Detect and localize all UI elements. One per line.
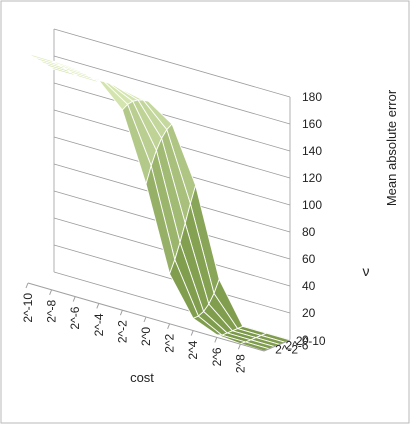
surface-mesh <box>27 53 292 352</box>
x-tick-mark <box>119 310 123 316</box>
y-tick-label: 2^-6 <box>286 338 309 352</box>
z-tick-label: 40 <box>302 279 316 293</box>
x-tick-label: 2^6 <box>210 347 224 366</box>
x-tick-mark <box>96 303 100 309</box>
z-tick-label: 140 <box>302 144 322 158</box>
y-axis-ticks: 2^-102^-62^-2 <box>275 334 326 357</box>
x-tick-mark <box>237 344 241 350</box>
y-tick-label: 2^-10 <box>296 334 326 348</box>
z-tick-label: 60 <box>302 252 316 266</box>
y-axis-label: ν <box>363 263 370 279</box>
z-axis-ticks: 0 20 40 60 80 100 120 140 160 180 <box>302 90 322 347</box>
y-tick-label: 2^-2 <box>275 343 298 357</box>
x-axis-label: cost <box>130 370 154 385</box>
x-tick-label: 2^2 <box>163 333 177 352</box>
z-tick-label: 160 <box>302 117 322 131</box>
x-tick-label: 2^-8 <box>45 299 59 322</box>
x-tick-mark <box>214 337 218 343</box>
z-tick-label: 100 <box>302 198 322 212</box>
z-tick-label: 180 <box>302 90 322 104</box>
x-tick-mark <box>25 282 29 289</box>
z-gridline <box>53 55 291 125</box>
x-tick-mark <box>190 330 194 336</box>
x-tick-label: 2^-10 <box>21 293 35 323</box>
x-tick-label: 2^-4 <box>92 313 106 336</box>
z-tick-label: 0 <box>302 333 309 347</box>
x-axis-ticks: 2^-10 2^-8 2^-6 2^-4 2^-2 2^0 2^2 2^4 2^6 2^8 <box>21 282 247 373</box>
x-tick-label: 2^0 <box>139 327 153 346</box>
x-tick-mark <box>167 323 171 329</box>
z-gridline <box>53 28 291 98</box>
y-axis-line <box>263 339 291 352</box>
z-tick-label: 80 <box>302 225 316 239</box>
x-tick-mark <box>72 296 76 302</box>
z-axis-label: Mean absolute error <box>384 89 399 206</box>
x-tick-label: 2^-2 <box>115 320 129 343</box>
x-tick-label: 2^4 <box>186 340 200 359</box>
x-tick-mark <box>143 316 147 323</box>
z-tick-label: 20 <box>302 306 316 320</box>
z-gridline <box>53 82 291 152</box>
x-tick-label: 2^8 <box>233 354 247 373</box>
x-tick-label: 2^-6 <box>68 306 82 329</box>
z-tick-label: 120 <box>302 171 322 185</box>
x-tick-mark <box>49 289 53 295</box>
